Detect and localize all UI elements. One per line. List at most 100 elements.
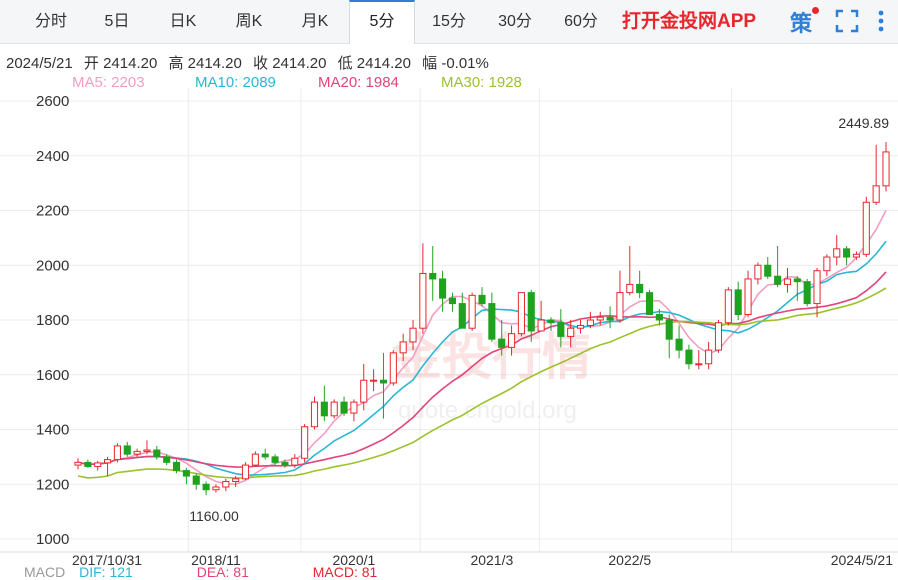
candle-body-19: [261, 453, 269, 458]
ma30-legend: MA30: 1928: [441, 74, 522, 91]
candle-79: [852, 251, 860, 260]
candle-45: [517, 292, 525, 337]
candle-30: [370, 369, 378, 392]
candle-body-53: [596, 316, 604, 321]
candle-25: [320, 385, 328, 422]
tab-daily-k[interactable]: 日K: [169, 13, 197, 30]
candle-body-59: [655, 314, 663, 321]
candle-body-66: [724, 289, 732, 324]
tab-30-min[interactable]: 30分: [498, 13, 532, 30]
candle-body-23: [301, 426, 309, 459]
candle-43: [498, 320, 506, 356]
candle-body-25: [320, 401, 328, 417]
candle-62: [685, 344, 693, 370]
candle-27: [340, 396, 348, 416]
candle-body-75: [813, 270, 821, 305]
candle-58: [645, 289, 654, 316]
macd-value: MACD: 81: [312, 564, 378, 580]
tab-weekly-k[interactable]: 周K: [235, 13, 263, 30]
candle-body-64: [705, 349, 713, 365]
candle-35: [419, 243, 427, 334]
high-annotation: 2449.89: [838, 115, 889, 131]
y-tick-label-2: 1400: [36, 422, 69, 439]
candle-74: [803, 278, 811, 307]
info-high: 高 2414.20: [168, 55, 242, 72]
candle-13: [202, 481, 210, 496]
candle-body-44: [508, 333, 516, 348]
candle-body-21: [281, 461, 289, 466]
macd-legend-row: MACD DIF: 121 DEA: 81 MACD: 81: [24, 564, 377, 580]
candle-18: [251, 451, 259, 467]
candle-20: [271, 454, 279, 466]
candle-50: [567, 320, 575, 348]
candle-66: [724, 287, 732, 326]
candle-body-11: [182, 470, 190, 477]
candle-31: [379, 352, 388, 419]
candle-29: [360, 363, 368, 411]
candle-12: [192, 473, 200, 490]
y-tick-label-6: 2200: [36, 203, 69, 220]
candle-51: [576, 320, 585, 334]
candle-body-9: [163, 456, 171, 463]
x-tick-label-2: 2020/1: [332, 552, 375, 568]
candle-55: [616, 270, 624, 323]
candle-8: [153, 445, 161, 460]
candle-body-76: [823, 256, 831, 272]
candle-69: [754, 262, 762, 285]
candle-body-2: [94, 462, 102, 467]
candle-78: [843, 246, 851, 266]
candle-body-55: [616, 292, 624, 321]
tab-5-min[interactable]: 5分: [349, 0, 415, 44]
candle-body-3: [104, 459, 112, 464]
y-axis-labels: 1000 1200 1400 1600 1800 2000 2200 2400 2600: [36, 93, 69, 548]
open-app-link[interactable]: 打开金投网APP: [622, 11, 757, 32]
candle-body-43: [498, 338, 506, 348]
candle-75: [813, 267, 821, 318]
candle-body-26: [330, 401, 338, 417]
candle-body-14: [212, 486, 220, 491]
candle-body-71: [774, 275, 782, 285]
more-menu-icon[interactable]: [868, 8, 894, 34]
candle-22: [291, 454, 299, 468]
candle-body-17: [241, 464, 250, 480]
candle-body-4: [113, 445, 121, 461]
candle-9: [163, 454, 171, 466]
candle-56: [626, 246, 634, 296]
candle-body-78: [843, 248, 851, 258]
candle-76: [823, 254, 831, 277]
candle-body-6: [133, 450, 141, 455]
y-tick-label-0: 1000: [36, 531, 69, 548]
candle-body-16: [232, 478, 240, 483]
low-annotation: 1160.00: [189, 508, 239, 524]
candle-body-69: [754, 264, 762, 280]
candle-body-58: [645, 292, 654, 316]
candle-body-70: [764, 264, 772, 277]
candle-body-57: [636, 283, 644, 294]
ma20-line: [77, 271, 887, 468]
candle-body-50: [567, 327, 575, 337]
candle-body-41: [478, 294, 486, 305]
tab-15-min[interactable]: 15分: [432, 13, 466, 30]
info-close: 收 2414.20: [253, 55, 327, 72]
y-tick-label-5: 2000: [36, 257, 69, 274]
candle-body-33: [399, 341, 407, 354]
candle-body-29: [360, 379, 368, 403]
candle-5: [123, 441, 131, 457]
y-tick-label-8: 2600: [36, 93, 69, 110]
strategy-button[interactable]: 策: [790, 11, 813, 36]
fullscreen-icon[interactable]: [834, 8, 860, 34]
candle-81: [872, 144, 880, 206]
candle-body-52: [586, 319, 594, 326]
tab-5-day[interactable]: 5日: [104, 13, 130, 30]
tab-monthly-k[interactable]: 月K: [301, 13, 329, 30]
tab-intraday[interactable]: 分时: [34, 13, 67, 30]
candle-63: [695, 350, 703, 370]
x-tick-label-3: 2021/3: [470, 552, 513, 568]
candle-42: [488, 292, 496, 342]
candle-34: [409, 320, 417, 351]
y-tick-label-3: 1600: [36, 367, 69, 384]
candle-body-63: [695, 363, 703, 366]
candle-36: [429, 246, 437, 301]
tab-60-min[interactable]: 60分: [564, 13, 598, 30]
